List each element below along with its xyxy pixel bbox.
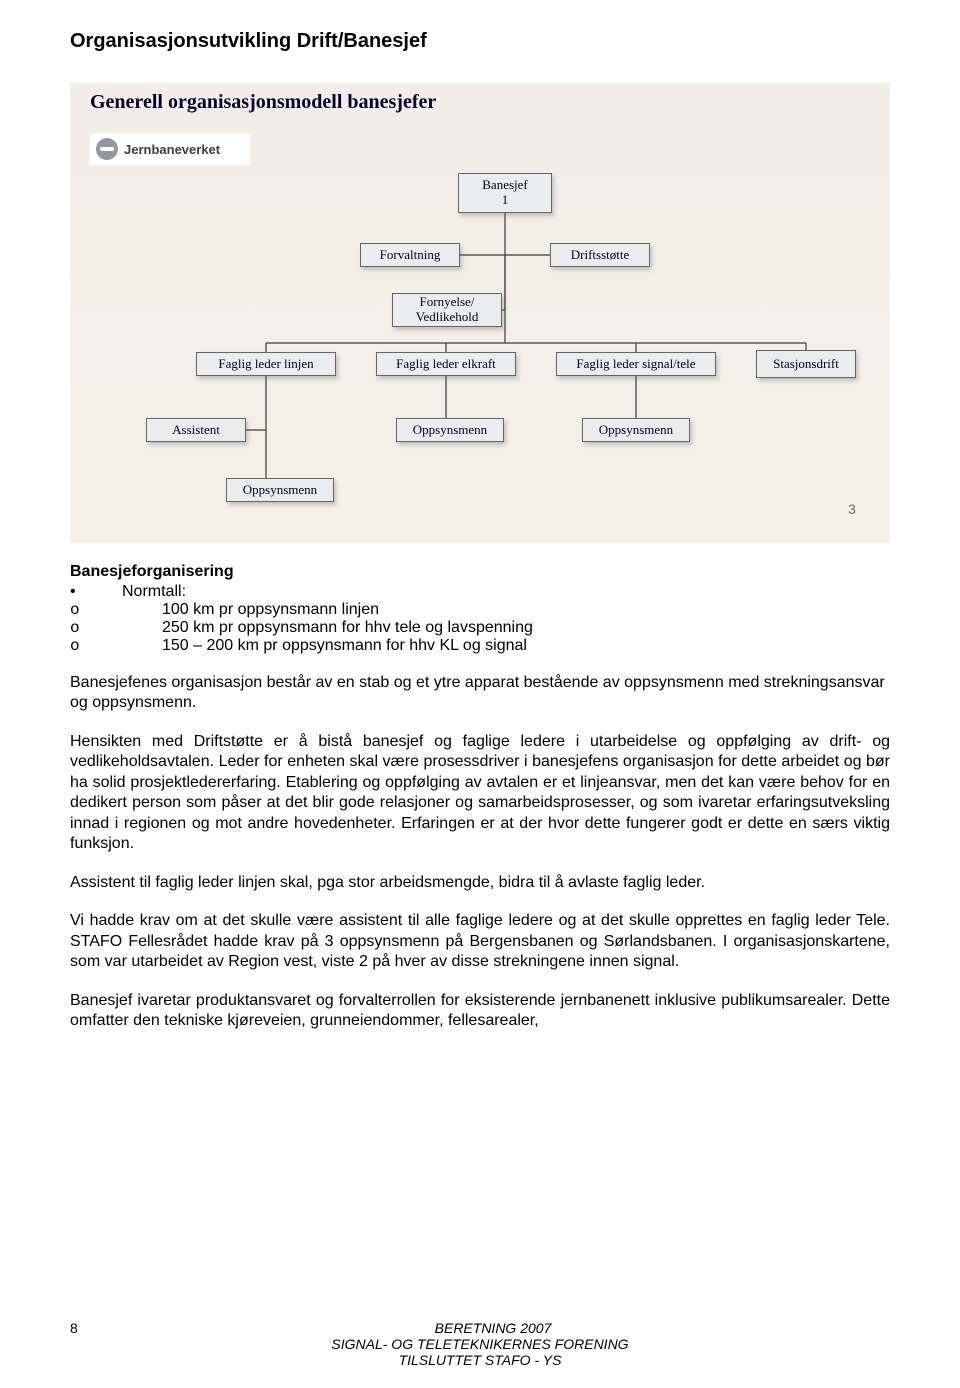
org-node-driftsstotte: Driftsstøtte [550,243,650,267]
section-heading: Banesjeforganisering [70,563,890,581]
org-node-forvaltning: Forvaltning [360,243,460,267]
org-node-opp1: Oppsynsmenn [396,418,504,442]
section-block: Banesjeforganisering • Normtall: o 100 k… [70,563,890,655]
org-node-elkraft: Faglig leder elkraft [376,352,516,376]
paragraph: Banesjefenes organisasjon består av en s… [70,673,890,714]
paragraph: Hensikten med Driftstøtte er å bistå ban… [70,732,890,855]
footer-line: TILSLUTTET STAFO - YS [70,1352,890,1368]
org-node-assistent: Assistent [146,418,246,442]
org-node-signal: Faglig leder signal/tele [556,352,716,376]
list-text: 250 km pr oppsynsmann for hhv tele og la… [162,619,890,637]
footer: 8 BERETNING 2007 SIGNAL- OG TELETEKNIKER… [70,1320,890,1368]
org-node-banesjef: Banesjef1 [458,173,552,213]
org-node-linjen: Faglig leder linjen [196,352,336,376]
list-item: o 250 km pr oppsynsmann for hhv tele og … [70,619,890,637]
org-node-opp2: Oppsynsmenn [582,418,690,442]
chart-page-marker: 3 [832,489,872,529]
paragraph: Assistent til faglig leder linjen skal, … [70,873,890,893]
logo: Jernbaneverket [90,133,250,165]
bullet-row: • Normtall: [70,583,890,601]
page-title: Organisasjonsutvikling Drift/Banesjef [70,30,890,53]
paragraph: Banesjef ivaretar produktansvaret og for… [70,991,890,1032]
sub-marker: o [70,619,162,637]
org-chart: Generell organisasjonsmodell banesjefer … [70,83,890,543]
org-node-stasjon: Stasjonsdrift [756,350,856,378]
chart-title: Generell organisasjonsmodell banesjefer [90,91,436,114]
list-item: o 150 – 200 km pr oppsynsmann for hhv KL… [70,637,890,655]
footer-line: SIGNAL- OG TELETEKNIKERNES FORENING [70,1336,890,1352]
org-node-fornyelse: Fornyelse/Vedlikehold [392,293,502,327]
sub-marker: o [70,601,162,619]
org-node-opp3: Oppsynsmenn [226,478,334,502]
bullet-marker: • [70,583,122,601]
sub-marker: o [70,637,162,655]
footer-line: BERETNING 2007 [96,1320,890,1336]
bullet-label: Normtall: [122,583,186,601]
paragraph: Vi hadde krav om at det skulle være assi… [70,911,890,972]
list-text: 150 – 200 km pr oppsynsmann for hhv KL o… [162,637,890,655]
list-text: 100 km pr oppsynsmann linjen [162,601,890,619]
footer-page-number: 8 [70,1320,96,1336]
logo-icon [96,138,118,160]
logo-text: Jernbaneverket [124,142,220,157]
list-item: o 100 km pr oppsynsmann linjen [70,601,890,619]
